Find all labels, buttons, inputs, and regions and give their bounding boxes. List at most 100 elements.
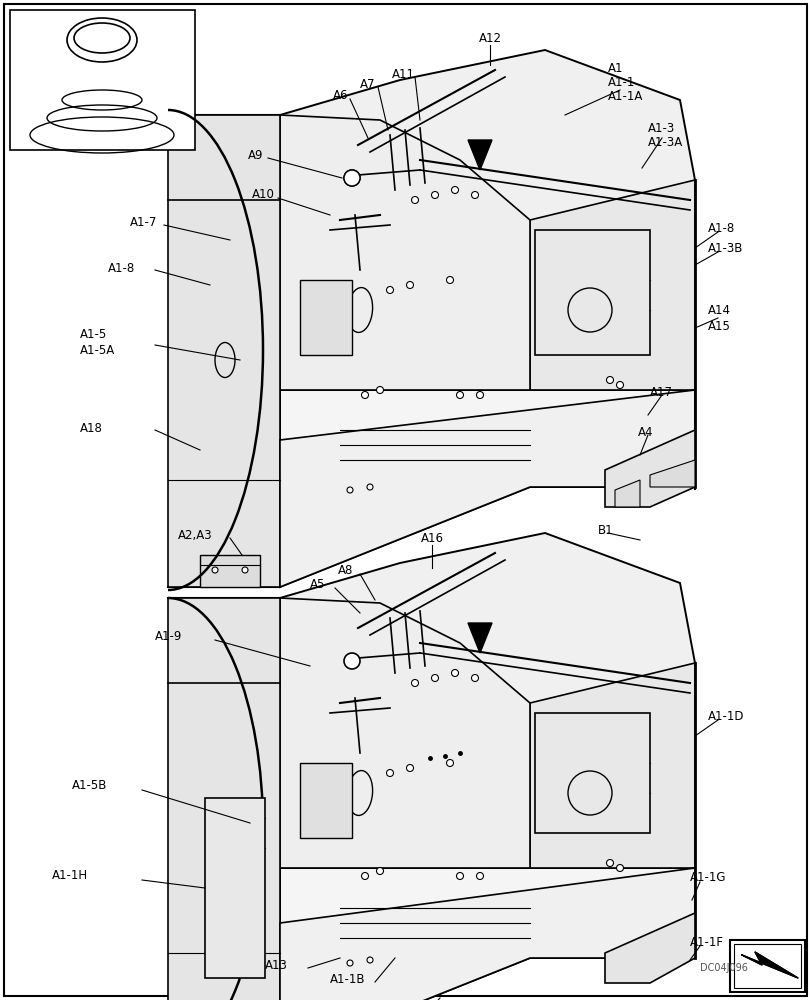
Text: A1-1: A1-1: [607, 76, 634, 89]
Circle shape: [431, 192, 438, 198]
Text: A6: A6: [333, 89, 348, 102]
Polygon shape: [280, 50, 694, 390]
Text: A9: A9: [247, 149, 264, 162]
Circle shape: [456, 872, 463, 879]
Circle shape: [344, 170, 359, 186]
Circle shape: [606, 859, 613, 866]
Text: A10: A10: [251, 188, 275, 202]
Polygon shape: [280, 390, 694, 587]
Text: A1-1A: A1-1A: [607, 90, 642, 103]
Bar: [299, 280, 351, 355]
Text: A1-1F: A1-1F: [689, 936, 723, 949]
Text: A1-5B: A1-5B: [72, 779, 107, 792]
Text: A1-1G: A1-1G: [689, 871, 726, 884]
Polygon shape: [168, 598, 280, 1000]
Polygon shape: [280, 598, 530, 868]
Text: A1-3: A1-3: [647, 122, 675, 135]
Polygon shape: [467, 140, 491, 170]
Circle shape: [476, 391, 483, 398]
Circle shape: [451, 187, 458, 194]
Circle shape: [576, 819, 583, 826]
Circle shape: [561, 342, 568, 349]
Bar: [10, 10, 195, 150]
Circle shape: [476, 872, 483, 879]
Circle shape: [344, 170, 359, 186]
Text: A4: A4: [637, 426, 653, 438]
Circle shape: [431, 674, 438, 682]
Polygon shape: [467, 623, 491, 653]
Polygon shape: [84, 80, 120, 100]
Circle shape: [471, 192, 478, 198]
Circle shape: [456, 391, 463, 398]
Circle shape: [606, 376, 613, 383]
Circle shape: [546, 819, 553, 826]
Circle shape: [376, 386, 383, 393]
Bar: [534, 713, 649, 833]
Text: A18: A18: [80, 422, 103, 434]
Text: A1-9: A1-9: [155, 630, 182, 643]
Text: A2,A3: A2,A3: [178, 530, 212, 542]
Circle shape: [361, 872, 368, 879]
Text: A7: A7: [359, 78, 375, 91]
Text: A1-5A: A1-5A: [80, 344, 115, 357]
Circle shape: [386, 769, 393, 776]
Text: A1-1D: A1-1D: [707, 710, 744, 722]
Circle shape: [561, 824, 568, 831]
Text: A1-7: A1-7: [130, 216, 157, 229]
Bar: [299, 763, 351, 838]
Circle shape: [616, 864, 623, 871]
Text: A12: A12: [478, 32, 501, 45]
Text: DC04J096: DC04J096: [699, 963, 747, 973]
Polygon shape: [168, 115, 280, 587]
Polygon shape: [604, 913, 694, 983]
Circle shape: [346, 960, 353, 966]
Circle shape: [616, 381, 623, 388]
Circle shape: [451, 670, 458, 676]
Circle shape: [367, 957, 372, 963]
Polygon shape: [280, 390, 694, 587]
Text: A1-8: A1-8: [108, 261, 135, 274]
Circle shape: [361, 391, 368, 398]
Text: A17: A17: [649, 385, 672, 398]
Polygon shape: [649, 460, 694, 487]
Text: A1-1B: A1-1B: [329, 973, 365, 986]
Bar: [733, 944, 800, 988]
Text: A1-5: A1-5: [80, 328, 107, 342]
Circle shape: [386, 286, 393, 294]
Circle shape: [212, 567, 217, 573]
Polygon shape: [280, 868, 694, 1000]
Circle shape: [406, 764, 413, 771]
Text: A1: A1: [607, 62, 623, 75]
Text: A11: A11: [392, 68, 414, 81]
Polygon shape: [82, 60, 122, 80]
Bar: [534, 230, 649, 355]
Text: A5: A5: [310, 578, 325, 590]
Circle shape: [406, 282, 413, 288]
Circle shape: [471, 674, 478, 682]
Text: A8: A8: [337, 564, 353, 576]
Bar: [729, 940, 804, 992]
Text: A1-3B: A1-3B: [707, 241, 742, 254]
Circle shape: [367, 484, 372, 490]
Text: A13: A13: [264, 959, 288, 972]
Circle shape: [446, 760, 453, 766]
Circle shape: [411, 196, 418, 204]
Circle shape: [576, 336, 583, 344]
Circle shape: [346, 487, 353, 493]
Polygon shape: [741, 952, 797, 978]
Bar: [204, 798, 264, 978]
Polygon shape: [530, 663, 694, 868]
Polygon shape: [200, 555, 260, 587]
Circle shape: [376, 867, 383, 874]
Circle shape: [242, 567, 247, 573]
Text: A1-8: A1-8: [707, 222, 734, 234]
Text: A16: A16: [420, 532, 443, 544]
Text: A15: A15: [707, 320, 730, 332]
Circle shape: [546, 336, 553, 344]
Polygon shape: [604, 430, 694, 507]
Text: B1: B1: [597, 524, 613, 536]
Text: A1-3A: A1-3A: [647, 136, 682, 149]
Text: A1-1H: A1-1H: [52, 869, 88, 882]
Circle shape: [446, 276, 453, 284]
Polygon shape: [280, 868, 694, 1000]
